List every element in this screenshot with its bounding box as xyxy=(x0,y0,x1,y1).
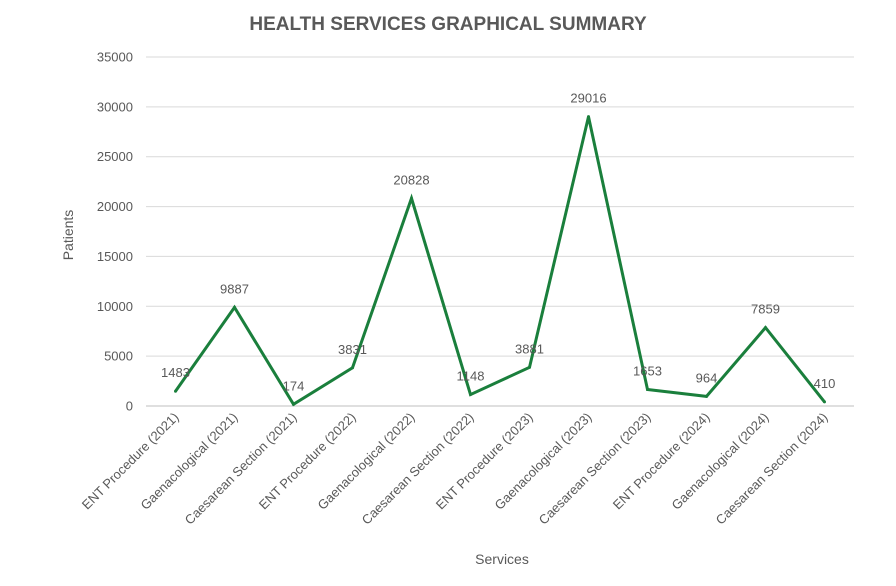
data-label: 964 xyxy=(696,370,718,385)
y-tick-label: 30000 xyxy=(97,99,133,114)
series-line-layer xyxy=(174,115,826,407)
data-point xyxy=(646,388,649,392)
data-label: 20828 xyxy=(393,172,429,187)
x-tick-label: Caesarean Section (2022) xyxy=(359,410,477,528)
data-point xyxy=(823,400,826,404)
data-label: 3831 xyxy=(338,342,367,357)
y-tick-labels: 0 5000 10000 15000 20000 25000 30000 35000 xyxy=(97,50,133,414)
y-tick-label: 35000 xyxy=(97,50,133,65)
y-tick-label: 25000 xyxy=(97,149,133,164)
gridlines xyxy=(146,56,854,407)
data-label: 29016 xyxy=(570,91,606,106)
x-tick-label: Caesarean Section (2024) xyxy=(713,410,831,528)
x-tick-label: Gaenacological (2024) xyxy=(669,410,772,513)
data-point xyxy=(410,196,413,200)
data-label: 410 xyxy=(814,376,836,391)
data-point xyxy=(764,326,767,330)
x-tick-label: Caesarean Section (2021) xyxy=(182,410,300,528)
data-point xyxy=(174,389,177,393)
x-tick-labels: ENT Procedure (2021)Gaenacological (2021… xyxy=(79,410,831,528)
data-label: 174 xyxy=(283,378,305,393)
data-label: 1653 xyxy=(633,364,662,379)
x-tick-label: Gaenacological (2022) xyxy=(315,410,418,513)
data-point xyxy=(351,366,354,370)
x-axis-label: Services xyxy=(475,551,529,567)
data-label: 1148 xyxy=(457,369,485,384)
data-label: 3881 xyxy=(515,341,544,356)
x-tick-label: Gaenacological (2021) xyxy=(138,410,241,513)
y-tick-label: 0 xyxy=(126,399,133,414)
data-labels: 1483 9887 174 3831 20828 1148 3881 29016 1653 964… xyxy=(161,91,835,394)
x-tick-label: ENT Procedure (2022) xyxy=(256,410,359,513)
x-tick-label: ENT Procedure (2024) xyxy=(610,410,713,513)
data-point xyxy=(292,402,295,406)
data-point xyxy=(705,394,708,398)
data-point xyxy=(233,305,236,309)
data-point xyxy=(528,365,531,369)
data-label: 9887 xyxy=(220,281,249,296)
x-tick-label: Caesarean Section (2023) xyxy=(536,410,654,528)
y-tick-label: 5000 xyxy=(104,349,133,364)
y-tick-label: 15000 xyxy=(97,249,133,264)
data-point xyxy=(587,115,590,119)
chart-title: HEALTH SERVICES GRAPHICAL SUMMARY xyxy=(249,14,647,35)
data-label: 7859 xyxy=(751,302,780,317)
x-tick-label: Gaenacological (2023) xyxy=(492,410,595,513)
series-line xyxy=(174,116,826,407)
x-tick-label: ENT Procedure (2023) xyxy=(433,410,536,513)
y-tick-label: 20000 xyxy=(97,199,133,214)
data-point xyxy=(469,393,472,397)
y-tick-label: 10000 xyxy=(97,299,133,314)
x-tick-label: ENT Procedure (2021) xyxy=(79,410,182,513)
data-label: 1483 xyxy=(161,365,190,380)
y-axis-label: Patients xyxy=(60,210,76,261)
